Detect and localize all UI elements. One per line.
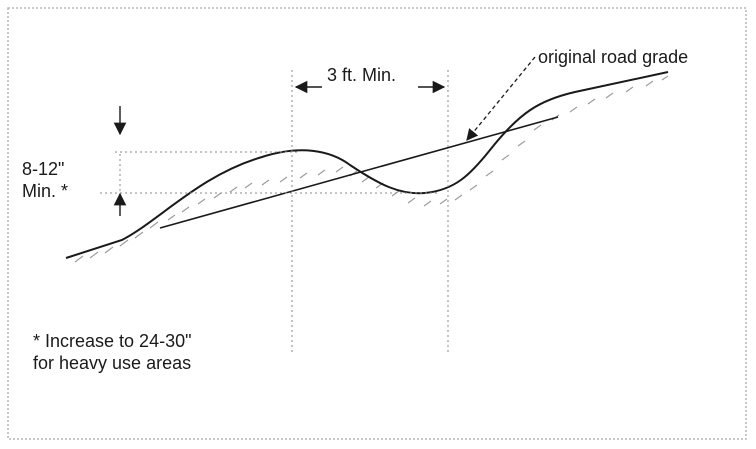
footnote-line1: * Increase to 24-30" <box>33 331 192 351</box>
diagram-frame <box>7 7 747 440</box>
min-spacing-label: 3 ft. Min. <box>327 65 397 85</box>
footnote-line2: for heavy use areas <box>33 353 192 373</box>
original-grade-line <box>159 116 559 229</box>
original-grade-label: original road grade <box>538 47 689 67</box>
height-label-line2: Min. * <box>22 181 69 201</box>
ground-profile <box>65 71 669 259</box>
height-label-line1: 8-12" <box>22 159 65 179</box>
original-grade-leader <box>466 56 536 141</box>
